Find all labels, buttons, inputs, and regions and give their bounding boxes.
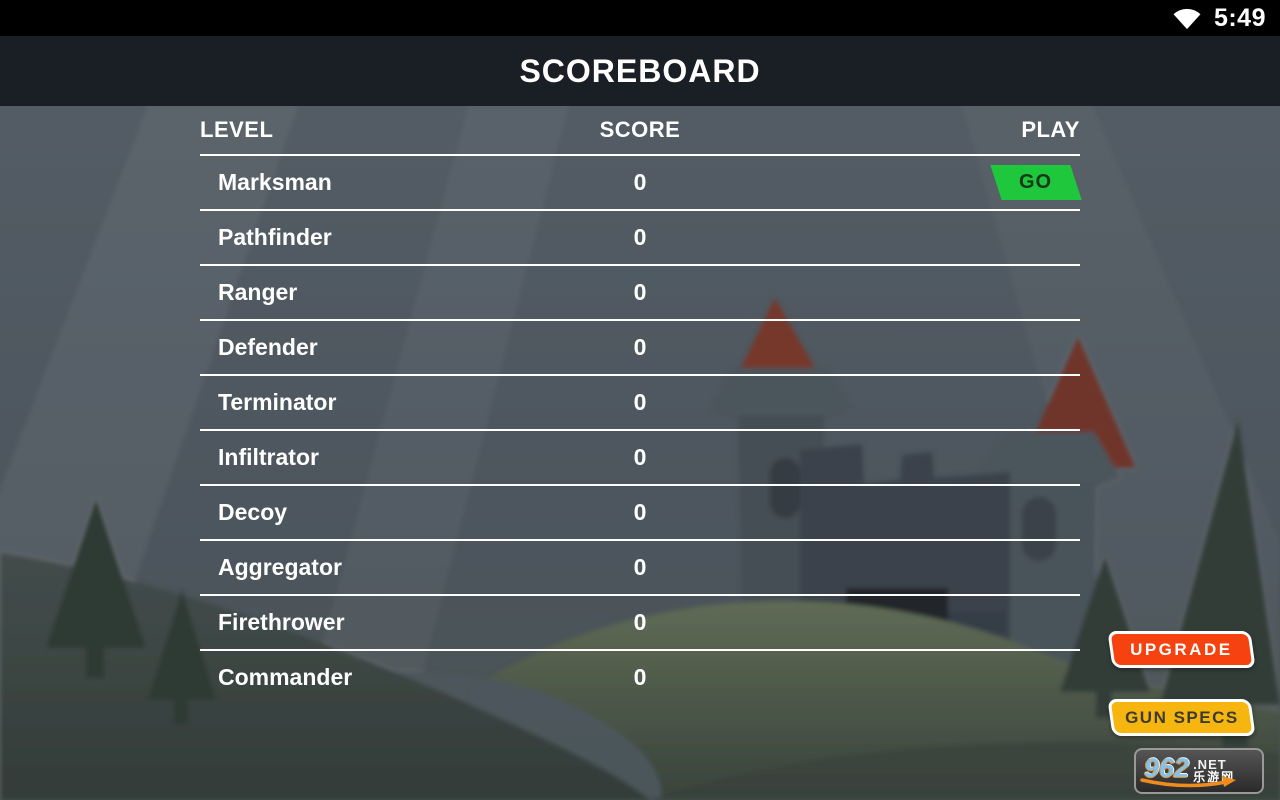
wifi-icon	[1173, 8, 1201, 30]
watermark-962net: 962 .NET 乐游网	[1134, 748, 1264, 794]
level-name: Marksman	[218, 169, 332, 195]
table-row: Aggregator 0	[200, 541, 1080, 596]
castle-window	[1022, 497, 1056, 561]
column-header-play: PLAY	[1021, 117, 1080, 142]
watermark-number: 962	[1144, 753, 1190, 783]
table-row: Decoy 0	[200, 486, 1080, 541]
level-name: Commander	[218, 664, 353, 690]
score-value: 0	[633, 444, 647, 470]
score-value: 0	[633, 554, 647, 580]
score-value: 0	[633, 499, 647, 525]
level-name: Infiltrator	[218, 444, 319, 470]
score-value: 0	[633, 169, 647, 195]
score-value: 0	[633, 389, 647, 415]
level-name: Aggregator	[218, 554, 342, 580]
table-row: Marksman 0 GO	[200, 156, 1082, 211]
upgrade-button[interactable]: UPGRADE	[1107, 631, 1256, 668]
table-row: Pathfinder 0	[200, 211, 1080, 266]
score-table: LEVEL SCORE PLAY Marksman 0 GO Pathfinde…	[200, 106, 1082, 704]
gun-specs-button[interactable]: GUN SPECS	[1107, 699, 1256, 736]
castle-left-roof	[733, 298, 824, 384]
table-row: Infiltrator 0	[200, 431, 1080, 486]
watermark-tld: .NET	[1193, 757, 1227, 772]
level-name: Decoy	[218, 499, 288, 525]
gun-specs-button-label: GUN SPECS	[1124, 707, 1239, 727]
table-row: Defender 0	[200, 321, 1080, 376]
score-table-rows: Marksman 0 GO Pathfinder 0 Ranger 0 D	[200, 156, 1082, 704]
column-header-score: SCORE	[599, 117, 681, 142]
level-name: Pathfinder	[218, 224, 332, 250]
table-row: Ranger 0	[200, 266, 1080, 321]
clock: 5:49	[1213, 3, 1266, 32]
castle-window	[770, 458, 800, 518]
level-name: Firethrower	[218, 609, 345, 635]
level-name: Terminator	[218, 389, 337, 415]
go-button[interactable]: GO	[990, 165, 1082, 200]
score-value: 0	[633, 224, 647, 250]
score-value: 0	[633, 279, 647, 305]
table-header-row: LEVEL SCORE PLAY	[200, 106, 1080, 156]
table-row: Terminator 0	[200, 376, 1080, 431]
level-name: Defender	[218, 334, 318, 360]
upgrade-button-label: UPGRADE	[1130, 639, 1233, 659]
watermark-swoosh-icon	[1140, 776, 1236, 788]
column-header-level: LEVEL	[200, 117, 274, 142]
status-bar: 5:49	[0, 0, 1280, 36]
pine-tree	[46, 498, 146, 648]
page-title: SCOREBOARD	[519, 52, 761, 89]
table-row: Commander 0	[200, 651, 1080, 704]
score-value: 0	[633, 664, 647, 690]
go-button-label: GO	[1019, 171, 1053, 193]
left-hill	[0, 552, 650, 800]
level-name: Ranger	[218, 279, 298, 305]
table-row: Firethrower 0	[200, 596, 1080, 651]
pine-tree	[148, 590, 216, 700]
score-value: 0	[633, 334, 647, 360]
score-value: 0	[633, 609, 647, 635]
app-header: SCOREBOARD	[0, 36, 1280, 106]
